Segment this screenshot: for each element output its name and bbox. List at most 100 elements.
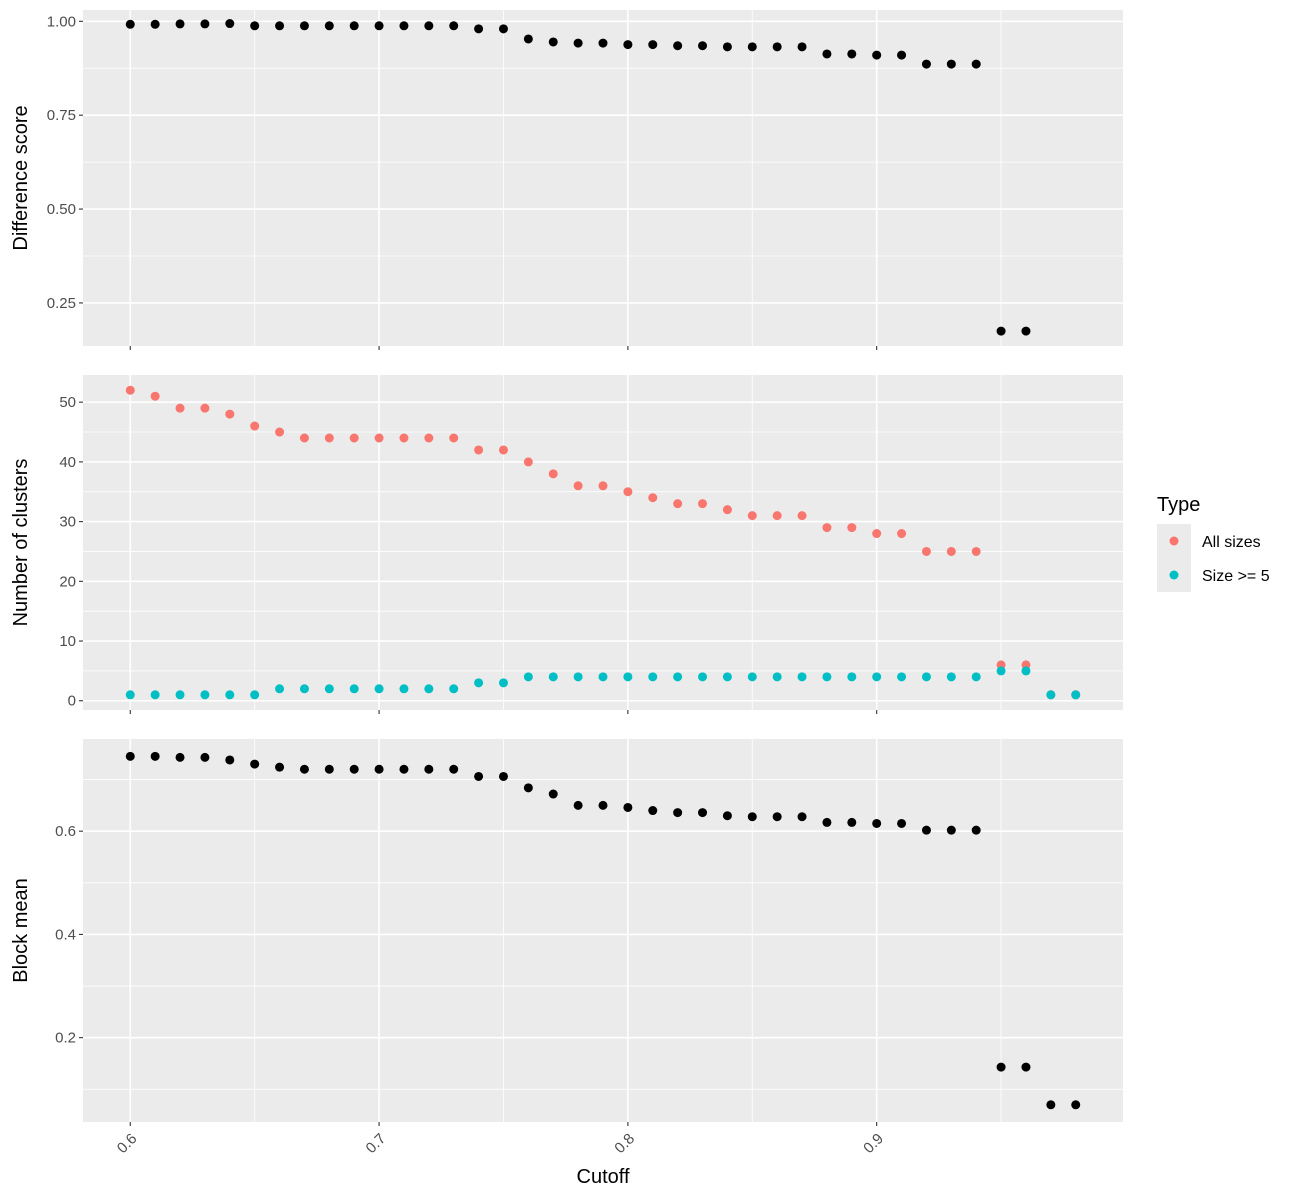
data-point [897, 818, 907, 828]
data-point [250, 21, 260, 31]
data-point [175, 19, 185, 29]
data-point [324, 21, 334, 31]
data-point [996, 666, 1006, 676]
data-point [523, 457, 533, 467]
y-tick-label: 50 [59, 394, 76, 411]
data-point [374, 433, 384, 443]
data-point [299, 21, 309, 31]
data-point [523, 672, 533, 682]
data-point [299, 433, 309, 443]
y-tick-label: 0.75 [47, 107, 76, 124]
x-axis-title: Cutoff [577, 1166, 630, 1188]
legend-title: Type [1157, 494, 1200, 516]
y-tick-label: 10 [59, 633, 76, 650]
data-point [498, 24, 508, 34]
data-point [1021, 326, 1031, 336]
data-point [872, 50, 882, 60]
data-point [698, 499, 708, 509]
data-point [150, 391, 160, 401]
data-point [822, 672, 832, 682]
data-point [125, 751, 135, 761]
data-point [200, 690, 210, 700]
data-point [349, 433, 359, 443]
data-point [648, 672, 658, 682]
data-point [324, 764, 334, 774]
data-point [275, 21, 285, 31]
data-point [747, 812, 757, 822]
data-point [573, 672, 583, 682]
data-point [250, 759, 260, 769]
data-point [822, 817, 832, 827]
data-point [623, 802, 633, 812]
data-point [847, 817, 857, 827]
data-point [449, 21, 459, 31]
legend-marker [1169, 570, 1179, 580]
data-point [772, 812, 782, 822]
data-point [150, 751, 160, 761]
data-point [200, 19, 210, 29]
data-point [648, 806, 658, 816]
data-point [275, 684, 285, 694]
data-point [399, 433, 409, 443]
data-point [847, 523, 857, 533]
data-point [125, 19, 135, 29]
data-point [897, 529, 907, 539]
data-point [374, 764, 384, 774]
data-point [897, 672, 907, 682]
data-point [523, 783, 533, 793]
y-tick-label: 0.25 [47, 295, 76, 312]
x-tick-label: 0.6 [114, 1130, 141, 1157]
y-tick-label: 40 [59, 454, 76, 471]
data-point [747, 42, 757, 52]
data-point [1071, 690, 1081, 700]
data-point [573, 481, 583, 491]
data-point [921, 825, 931, 835]
data-point [673, 499, 683, 509]
data-point [772, 42, 782, 52]
data-point [474, 445, 484, 455]
data-point [722, 505, 732, 515]
panel-background [83, 739, 1123, 1122]
data-point [548, 672, 558, 682]
data-point [498, 678, 508, 688]
data-point [971, 59, 981, 69]
data-point [150, 690, 160, 700]
data-point [673, 41, 683, 51]
data-point [548, 37, 558, 47]
data-point [349, 21, 359, 31]
data-point [374, 21, 384, 31]
data-point [200, 403, 210, 413]
x-tick-label: 0.7 [363, 1130, 390, 1157]
y-tick-label: 1.00 [47, 13, 76, 30]
y-tick-label: 0.50 [47, 201, 76, 218]
data-point [623, 672, 633, 682]
y-axis-title: Block mean [10, 878, 32, 983]
data-point [598, 38, 608, 48]
data-point [275, 762, 285, 772]
data-point [349, 684, 359, 694]
data-point [424, 764, 434, 774]
panel-3: 0.6 0.4 0.2 0.6 0.7 0.8 0.9 Block mean Cutoff [10, 739, 1123, 1188]
data-point [449, 433, 459, 443]
y-tick-label: 0 [68, 693, 76, 710]
data-point [996, 1062, 1006, 1072]
data-point [225, 409, 235, 419]
data-point [548, 469, 558, 479]
data-point [772, 511, 782, 521]
y-tick-label: 0.4 [55, 926, 76, 943]
data-point [1046, 1100, 1056, 1110]
y-tick-label: 30 [59, 514, 76, 531]
data-point [1021, 666, 1031, 676]
data-point [474, 678, 484, 688]
x-tick-label: 0.8 [611, 1130, 638, 1157]
data-point [822, 523, 832, 533]
data-point [946, 672, 956, 682]
series-1 [125, 751, 1081, 1110]
data-point [175, 690, 185, 700]
data-point [573, 38, 583, 48]
data-point [449, 684, 459, 694]
data-point [971, 825, 981, 835]
data-point [872, 818, 882, 828]
data-point [946, 59, 956, 69]
data-point [449, 764, 459, 774]
